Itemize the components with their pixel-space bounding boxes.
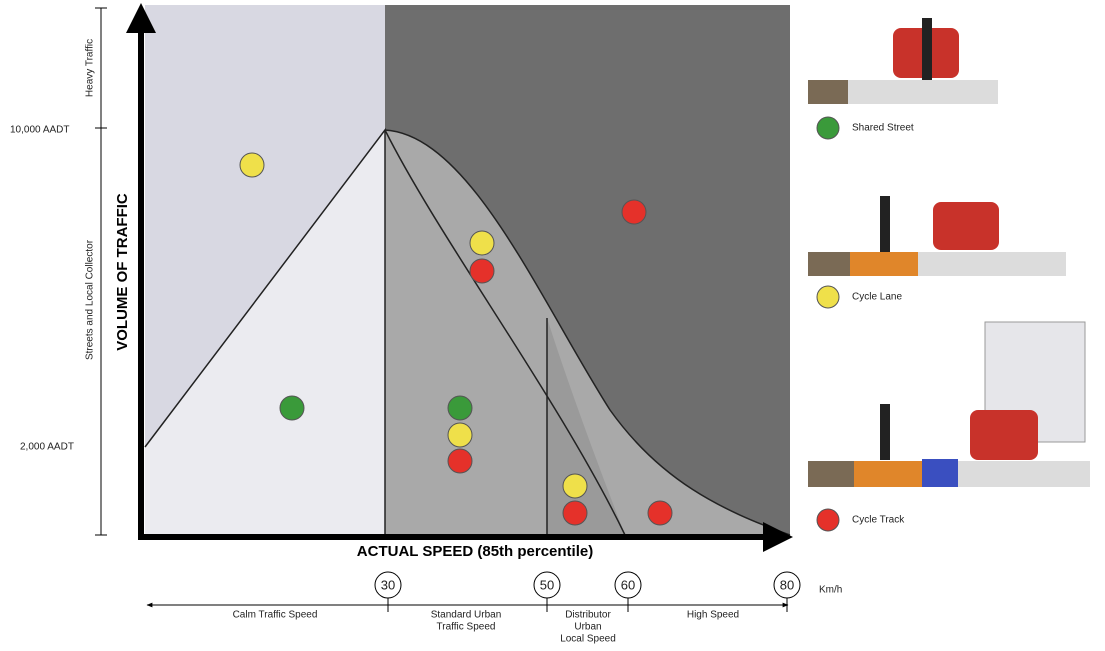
shared-street-dot <box>279 395 305 421</box>
speed-zones: Calm Traffic Speed Standard UrbanTraffic … <box>233 610 740 645</box>
shared-street-dot <box>447 395 473 421</box>
speed-label: 30 <box>381 577 395 592</box>
cycle-lane <box>850 252 918 276</box>
cycle-lane-dot <box>447 422 473 448</box>
cyclist <box>880 404 890 460</box>
calm-inner <box>145 130 385 535</box>
zone-label: Calm Traffic Speed <box>233 610 318 621</box>
zone-label: Distributor <box>565 610 611 621</box>
y-title: VOLUME OF TRAFFIC <box>114 193 131 351</box>
cycle-track-dot <box>447 448 473 474</box>
x-title: ACTUAL SPEED (85th percentile) <box>357 543 593 560</box>
level-label: 10,000 AADT <box>10 125 69 136</box>
sidewalk <box>808 252 850 276</box>
buffer <box>922 459 958 487</box>
boundary <box>384 129 626 536</box>
zone-label: Urban <box>574 622 601 633</box>
legend-label: Cycle Lane <box>852 292 902 303</box>
legend-dot <box>816 508 840 532</box>
legend-dot <box>816 285 840 309</box>
cycle-track-dot <box>469 258 495 284</box>
cycle-track-dot <box>621 199 647 225</box>
speed-unit: Km/h <box>819 585 842 596</box>
sidewalk <box>808 80 848 104</box>
sidewalk <box>808 461 854 487</box>
cycle-lane-dot <box>469 230 495 256</box>
boundary <box>384 129 791 536</box>
zone-label: High Speed <box>687 610 739 621</box>
cycle-track-dot <box>647 500 673 526</box>
level-label: 2,000 AADT <box>20 442 74 453</box>
facility-dots <box>239 152 673 526</box>
cycle-lane-dot <box>239 152 265 178</box>
speed-markers: 30 50 60 80 <box>374 571 801 612</box>
speed-label: 80 <box>780 577 794 592</box>
car <box>933 202 999 250</box>
street-illustrations: Shared Street Cycle Lane Cycle Track <box>808 18 1090 532</box>
cycle-track <box>854 461 922 487</box>
legend-dot <box>816 116 840 140</box>
zone-label: Local Speed <box>560 634 616 645</box>
cyclist <box>922 18 932 80</box>
cyclist <box>880 196 890 252</box>
legend-label: Shared Street <box>852 123 914 134</box>
speed-label: 50 <box>540 577 554 592</box>
cycle-lane-dot <box>562 473 588 499</box>
zone-label: Standard Urban <box>431 610 502 621</box>
cycle-track-dot <box>562 500 588 526</box>
band-label: Streets and Local Collector <box>85 239 96 360</box>
speed-label: 60 <box>621 577 635 592</box>
car <box>970 410 1038 460</box>
legend-label: Cycle Track <box>852 515 905 526</box>
band-label: Heavy Traffic <box>85 39 96 97</box>
zone-label: Traffic Speed <box>437 622 496 633</box>
